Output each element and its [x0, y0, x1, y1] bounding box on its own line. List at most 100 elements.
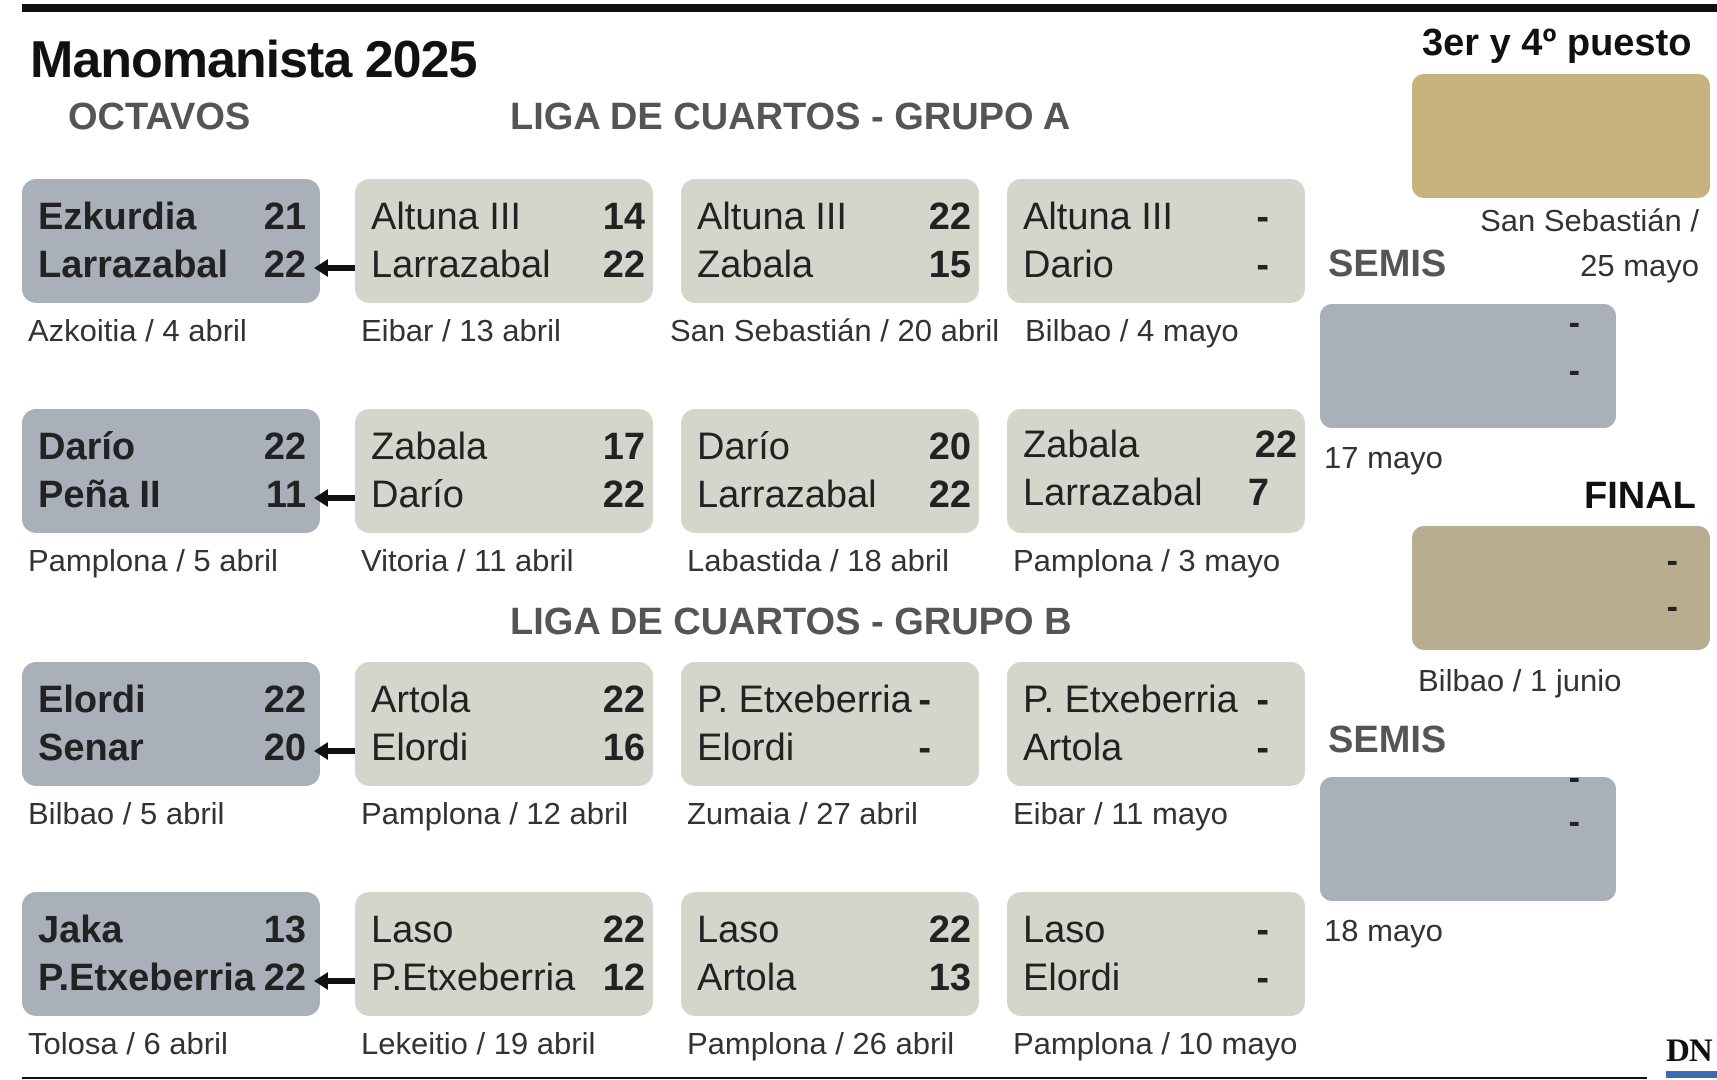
grupo-a-match: Altuna III 14 Larrazabal 22	[355, 179, 653, 303]
player-score: 22	[263, 244, 306, 286]
grupo-a-match: Zabala 17 Darío 22	[355, 409, 653, 533]
match-row: Larrazabal 22	[697, 471, 971, 519]
match-venue: Pamplona / 3 mayo	[1013, 543, 1281, 578]
octavos-match-4: Jaka 13 P.Etxeberria 22	[22, 892, 320, 1016]
player-score: 16	[602, 727, 645, 769]
player-name: Zabala	[697, 244, 814, 286]
player-score: 22	[263, 957, 306, 999]
arrow-left-icon	[314, 972, 364, 990]
page-title: Manomanista 2025	[30, 31, 477, 89]
player-score: 15	[928, 244, 971, 286]
player-score: -	[1256, 957, 1269, 999]
player-score: 17	[602, 426, 645, 468]
match-row: Elordi -	[1023, 954, 1297, 1002]
grupo-a-match: Zabala 22 Larrazabal 7	[1007, 409, 1305, 533]
player-name: Altuna III	[697, 196, 847, 238]
top-rule	[22, 4, 1717, 12]
final-box: - -	[1412, 526, 1710, 650]
player-name: Zabala	[371, 426, 488, 468]
player-name: P.Etxeberria	[38, 957, 255, 999]
match-row: Laso 22	[371, 906, 645, 954]
player-score: -	[1256, 196, 1269, 238]
player-name: Larrazabal	[371, 244, 551, 286]
match-venue: Pamplona / 10 mayo	[1013, 1026, 1298, 1061]
match-venue: Pamplona / 26 abril	[687, 1026, 955, 1061]
grupo-b-match: Laso - Elordi -	[1007, 892, 1305, 1016]
third-place-box	[1412, 74, 1710, 198]
final-venue: Bilbao / 1 junio	[1418, 663, 1622, 698]
player-name: Laso	[1023, 909, 1106, 951]
player-score: 22	[263, 426, 306, 468]
player-score: 22	[928, 909, 971, 951]
match-row: Altuna III -	[1023, 193, 1297, 241]
player-score: 20	[263, 727, 306, 769]
match-row: Darío 20	[697, 423, 971, 471]
player-name: Altuna III	[371, 196, 521, 238]
match-row: Darío 22	[38, 423, 312, 471]
player-name: Elordi	[38, 679, 146, 721]
match-venue: San Sebastián / 20 abril	[670, 313, 1000, 348]
player-score: -	[1256, 244, 1269, 286]
third-place-venue-line2: 25 mayo	[1580, 248, 1699, 283]
player-name: Elordi	[1023, 957, 1121, 999]
match-venue: Eibar / 13 abril	[361, 313, 561, 348]
match-venue: Pamplona / 12 abril	[361, 796, 629, 831]
grupo-b-heading: LIGA DE CUARTOS - GRUPO B	[510, 601, 1072, 643]
final-score-2: -	[1666, 588, 1678, 626]
match-venue: Lekeitio / 19 abril	[361, 1026, 596, 1061]
player-score: -	[1256, 909, 1269, 951]
semis-a-heading: SEMIS	[1328, 243, 1447, 285]
match-venue: Pamplona / 5 abril	[28, 543, 278, 578]
player-score: 22	[602, 679, 645, 721]
player-score: -	[918, 727, 931, 769]
player-name: Altuna III	[1023, 196, 1173, 238]
arrow-left-icon	[314, 489, 364, 507]
match-row: Darío 22	[371, 471, 645, 519]
player-score: -	[1256, 679, 1269, 721]
player-score: 13	[928, 957, 971, 999]
player-name: Jaka	[38, 909, 123, 951]
player-score: 14	[602, 196, 645, 238]
player-score: 11	[265, 474, 306, 516]
player-score: 12	[602, 957, 645, 999]
player-score: 22	[602, 909, 645, 951]
grupo-b-match: P. Etxeberria - Elordi -	[681, 662, 979, 786]
player-name: Artola	[1023, 727, 1123, 769]
player-score: 22	[602, 474, 645, 516]
arrow-left-icon	[314, 259, 364, 277]
semis-b-heading: SEMIS	[1328, 719, 1447, 761]
grupo-b-match: Artola 22 Elordi 16	[355, 662, 653, 786]
player-name: Darío	[38, 426, 136, 468]
player-name: Darío	[371, 474, 464, 516]
octavos-match-2: Darío 22 Peña II 11	[22, 409, 320, 533]
match-row: Artola 22	[371, 676, 645, 724]
match-row: Dario -	[1023, 241, 1297, 289]
player-name: Ezkurdia	[38, 196, 197, 238]
player-score: 22	[602, 244, 645, 286]
semis-b-box: - -	[1320, 759, 1616, 901]
final-score-1: -	[1666, 542, 1678, 580]
player-score: -	[1256, 727, 1269, 769]
match-row: P.Etxeberria 12	[371, 954, 645, 1002]
match-row: P. Etxeberria -	[697, 676, 971, 724]
semis-a-score-2: -	[1568, 352, 1580, 390]
match-row: P. Etxeberria -	[1023, 676, 1297, 724]
match-row: Peña II 11	[38, 471, 312, 519]
match-row: Elordi 22	[38, 676, 312, 724]
match-row: Zabala 22	[1023, 421, 1297, 469]
grupo-b-match: Laso 22 P.Etxeberria 12	[355, 892, 653, 1016]
third-place-heading: 3er y 4º puesto	[1422, 22, 1692, 64]
player-name: P. Etxeberria	[697, 679, 912, 721]
match-row: Zabala 17	[371, 423, 645, 471]
player-name: Laso	[371, 909, 454, 951]
grupo-b-match: P. Etxeberria - Artola -	[1007, 662, 1305, 786]
match-venue: Bilbao / 4 mayo	[1025, 313, 1239, 348]
player-score: 22	[928, 474, 971, 516]
player-name: Artola	[371, 679, 471, 721]
player-score: 7	[1247, 472, 1269, 514]
bottom-rule	[22, 1077, 1647, 1079]
match-venue: Azkoitia / 4 abril	[28, 313, 247, 348]
player-name: Zabala	[1023, 424, 1140, 466]
semis-a-date: 17 mayo	[1324, 440, 1443, 475]
player-name: Peña II	[38, 474, 161, 516]
